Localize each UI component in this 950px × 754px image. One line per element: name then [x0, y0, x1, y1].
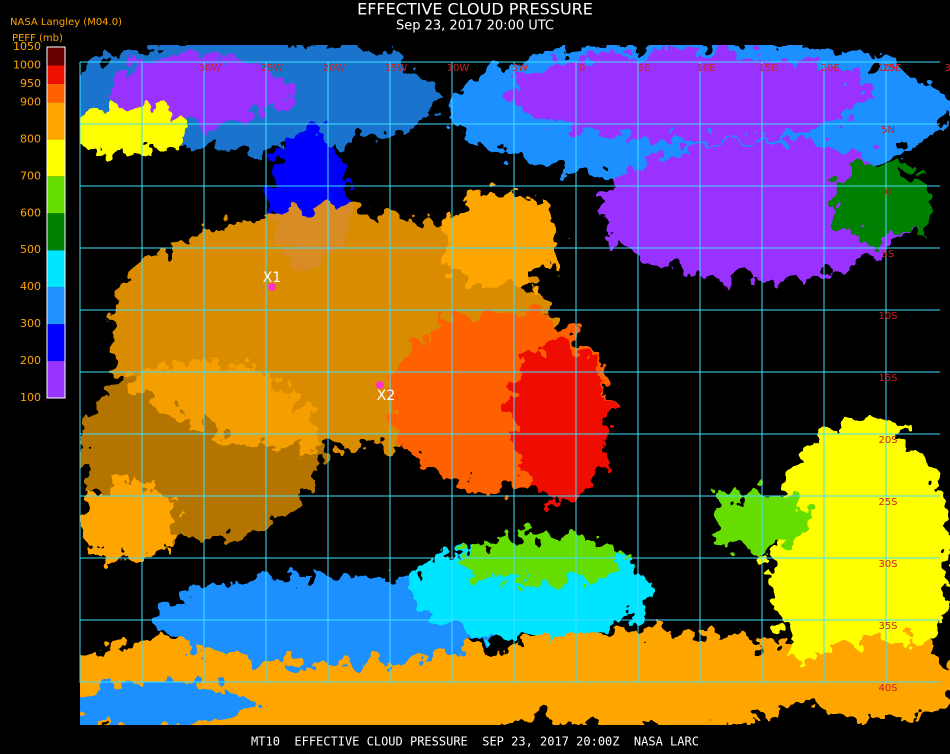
lat-label: 15S: [878, 373, 897, 384]
legend-tick-label: 300: [20, 317, 41, 330]
lat-label: 10N: [878, 63, 898, 74]
lon-label: 0: [579, 63, 585, 74]
marker-dot: [376, 381, 384, 389]
lat-label: 10S: [878, 311, 897, 322]
legend-band: [47, 361, 65, 398]
subtitle: Sep 23, 2017 20:00 UTC: [396, 19, 554, 34]
legend-tick-label: 1000: [13, 58, 41, 71]
legend-band: [47, 213, 65, 251]
legend-tick-label: 200: [20, 354, 41, 367]
legend-band: [47, 324, 65, 362]
lat-lon-grid: [79, 61, 940, 683]
legend-frame: [46, 46, 66, 399]
legend-tick-label: 500: [20, 243, 41, 256]
lon-label: 30W: [199, 63, 222, 74]
footer: MT10 EFFECTIVE CLOUD PRESSURE SEP 23, 20…: [251, 735, 699, 749]
legend-tick-label: 700: [20, 169, 41, 182]
lon-label: 15W: [385, 63, 408, 74]
marker-label: X2: [377, 388, 396, 404]
lon-label: 20E: [820, 63, 839, 74]
lon-label: 10W: [447, 63, 470, 74]
legend-tick-label: 950: [20, 77, 41, 90]
legend-tick-label: 900: [20, 95, 41, 108]
lon-label: 30E: [944, 63, 950, 74]
legend-tick-label: 800: [20, 132, 41, 145]
legend-band: [47, 47, 65, 66]
legend-tick-label: 100: [20, 391, 41, 404]
legend-tick-label: 600: [20, 206, 41, 219]
legend-tick-label: 400: [20, 280, 41, 293]
lat-label: 5S: [882, 249, 895, 260]
title: EFFECTIVE CLOUD PRESSURE: [357, 0, 593, 19]
marker-label: X1: [263, 270, 282, 286]
legend-title: PEFF (mb): [12, 33, 63, 44]
lat-label: 35S: [878, 621, 897, 632]
lon-label: 5W: [512, 63, 528, 74]
lon-label: 5E: [638, 63, 651, 74]
lon-label: 25E: [882, 63, 901, 74]
legend-band: [47, 102, 65, 140]
legend-band: [47, 65, 65, 84]
legend-band: [47, 287, 65, 325]
lat-label: 0: [885, 187, 891, 198]
lon-label: 20W: [323, 63, 346, 74]
lon-label: 15E: [758, 63, 777, 74]
lat-label: 25S: [878, 497, 897, 508]
source-label: NASA Langley (M04.0): [10, 17, 122, 28]
legend-band: [47, 139, 65, 177]
legend-band: [47, 83, 65, 103]
lat-label: 30S: [878, 559, 897, 570]
lon-label: 25W: [261, 63, 284, 74]
lat-label: 20S: [878, 435, 897, 446]
lat-label: 5N: [881, 125, 895, 136]
legend-tick-label: 1050: [13, 40, 41, 53]
legend-band: [47, 250, 65, 288]
marker-dot: [268, 283, 276, 291]
legend-band: [47, 176, 65, 214]
cloud-field: [80, 45, 950, 725]
lat-label: 40S: [878, 683, 897, 694]
lon-label: 10E: [696, 63, 715, 74]
